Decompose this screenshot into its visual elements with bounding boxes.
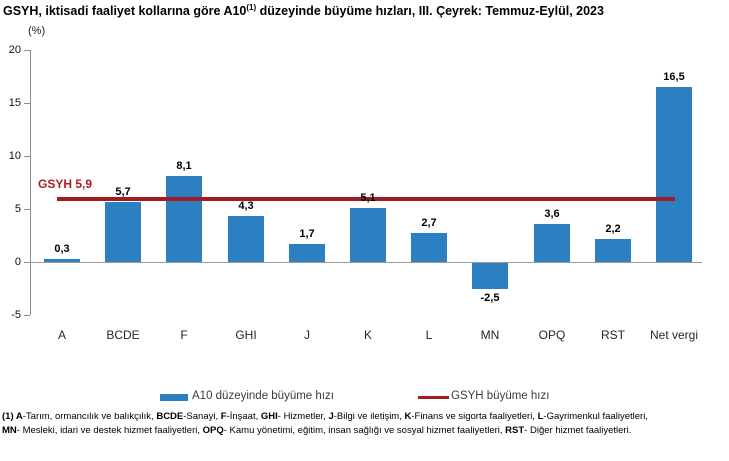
x-axis-label: F	[180, 328, 188, 342]
footnote-segment: BCDE	[156, 411, 184, 422]
chart-title-suffix: düzeyinde büyüme hızları, III. Çeyrek: T…	[256, 4, 604, 19]
bar-value-label: -2,5	[480, 292, 500, 304]
y-axis-tick-mark	[24, 156, 30, 157]
footnote-segment: - Kamu yönetimi, eğitim, insan sağlığı v…	[223, 424, 506, 436]
y-axis-tick-mark	[24, 103, 30, 104]
footnote-segment: - Diğer hizmet faaliyetleri.	[524, 424, 632, 436]
gsyh-reference-line	[57, 197, 675, 201]
x-axis-label: K	[363, 328, 372, 342]
footnote-segment: -Tarım, ormancılık ve balıkçılık,	[22, 411, 157, 422]
legend-bar-label: A10 düzeyinde büyüme hızı	[192, 390, 334, 402]
x-axis-label: J	[304, 328, 310, 342]
footnote: (1) A-Tarım, ormancılık ve balıkçılık, B…	[2, 410, 728, 437]
x-axis-label: BCDE	[106, 328, 140, 342]
y-axis-tick-mark	[24, 315, 30, 316]
bar	[411, 233, 447, 262]
legend-line-label: GSYH büyüme hızı	[451, 390, 550, 402]
bar-value-label: 5,7	[115, 186, 131, 198]
bar	[350, 208, 386, 262]
footnote-segment: (1) A	[2, 411, 23, 422]
footnote-line-1: (1) A-Tarım, ormancılık ve balıkçılık, B…	[2, 410, 728, 424]
y-axis-tick-mark	[24, 209, 30, 210]
chart-title: GSYH, iktisadi faaliyet kollarına göre A…	[3, 3, 727, 18]
footnote-segment: F	[220, 411, 227, 422]
bar-value-label: 2,2	[605, 223, 621, 235]
x-axis-label: L	[425, 328, 433, 342]
footnote-line-2: MN- Mesleki, idari ve destek hizmet faal…	[2, 424, 728, 438]
footnote-segment: -İnşaat,	[226, 411, 261, 422]
footnote-segment: J	[328, 411, 334, 422]
x-axis-label: GHI	[235, 328, 257, 342]
y-axis-tick-mark	[24, 50, 30, 51]
legend-bar-swatch	[160, 394, 188, 401]
bar	[472, 263, 508, 289]
chart-title-superscript: (1)	[246, 3, 257, 12]
bar-value-label: 16,5	[663, 71, 685, 83]
footnote-segment: - Hizmetler,	[277, 411, 329, 422]
footnote-segment: -Bilgi ve iletişim,	[333, 411, 405, 422]
bar-value-label: 4,3	[238, 200, 254, 212]
x-axis-label: RST	[601, 328, 625, 342]
bar-value-label: 8,1	[176, 160, 192, 172]
y-axis-tick-label: 5	[14, 203, 21, 215]
bar	[44, 259, 80, 262]
y-axis-unit-label: (%)	[28, 25, 46, 37]
footnote-segment: K	[404, 411, 412, 422]
footnote-segment: - Mesleki, idari ve destek hizmet faaliy…	[16, 424, 203, 436]
footnote-segment: GHI	[260, 411, 278, 422]
y-axis-tick-mark	[24, 262, 30, 263]
y-axis-tick-label: -5	[11, 309, 21, 321]
footnote-segment: -Finans ve sigorta faaliyetleri,	[411, 411, 538, 422]
x-axis-label: Net vergi	[649, 328, 699, 342]
bar-value-label: 1,7	[299, 228, 315, 240]
x-axis-label: OPQ	[538, 328, 566, 342]
footnote-segment: RST	[505, 424, 525, 436]
x-axis-line	[30, 262, 702, 263]
footnote-segment: MN	[2, 424, 17, 436]
bar	[166, 176, 202, 262]
bar-value-label: 3,6	[544, 208, 560, 220]
bar	[289, 244, 325, 262]
footnote-segment: -Sanayi,	[183, 411, 221, 422]
bar	[105, 202, 141, 262]
x-axis-label: MN	[480, 328, 500, 342]
y-axis-tick-label: 15	[8, 97, 21, 109]
bar-value-label: 2,7	[421, 217, 437, 229]
bar	[595, 239, 631, 262]
bar	[534, 224, 570, 262]
footnote-segment: OPQ	[202, 424, 224, 436]
bar-value-label: 5,1	[360, 192, 376, 204]
bar-value-label: 0,3	[54, 243, 70, 255]
chart-title-text: GSYH, iktisadi faaliyet kollarına göre A…	[3, 4, 247, 19]
footnote-segment: L	[537, 411, 544, 422]
y-axis-tick-label: 10	[8, 150, 21, 162]
bar	[656, 87, 692, 262]
bar	[228, 216, 264, 262]
legend-line-swatch	[418, 396, 449, 399]
y-axis-line	[30, 50, 31, 315]
y-axis-tick-label: 0	[14, 256, 21, 268]
x-axis-label: A	[57, 328, 66, 342]
footnote-segment: -Gayrimenkul faaliyetleri,	[543, 411, 648, 422]
y-axis-tick-label: 20	[8, 44, 21, 56]
gsyh-reference-label: GSYH 5,9	[38, 177, 93, 191]
